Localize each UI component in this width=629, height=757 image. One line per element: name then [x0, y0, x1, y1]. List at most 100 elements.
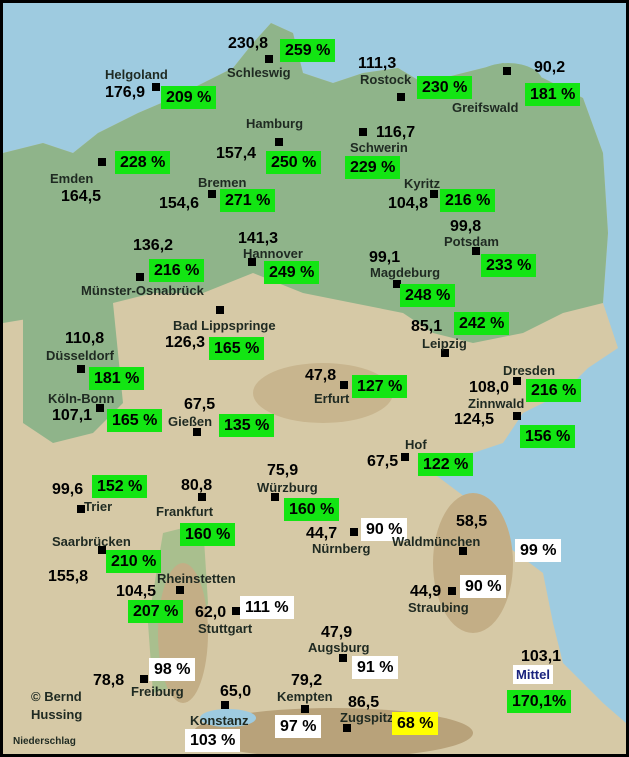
- station-name: Emden: [50, 171, 94, 186]
- station-percent: 152 %: [92, 475, 148, 498]
- station-percent: 135 %: [219, 414, 275, 437]
- station-percent: 250 %: [266, 151, 322, 174]
- station-marker: [448, 587, 456, 595]
- station-percent: 229 %: [345, 156, 401, 179]
- station-percent: 216 %: [526, 379, 582, 402]
- station-marker: [221, 701, 229, 709]
- station-value: 104,8: [388, 195, 429, 212]
- mean-percent: 170,1%: [507, 690, 572, 713]
- station-percent: 156 %: [520, 425, 576, 448]
- station-percent: 271 %: [220, 189, 276, 212]
- station-percent: 207 %: [128, 600, 184, 623]
- station-value: 157,4: [216, 145, 257, 162]
- station-percent: 209 %: [161, 86, 217, 109]
- station-value: 110,8: [65, 330, 105, 347]
- station-name: Greifswald: [452, 100, 519, 115]
- station-value: 176,9: [105, 84, 146, 101]
- station-value: 67,5: [367, 453, 399, 470]
- station-marker: [472, 247, 480, 255]
- station-value: 104,5: [116, 583, 157, 600]
- station-value: 47,8: [305, 367, 337, 384]
- station-marker: [513, 412, 521, 420]
- station-value: 65,0: [220, 683, 252, 700]
- station-marker: [271, 493, 279, 501]
- station-marker: [198, 493, 206, 501]
- station-percent: 181 %: [89, 367, 145, 390]
- station-name: Bad Lippspringe: [173, 318, 276, 333]
- station-marker: [339, 654, 347, 662]
- station-marker: [140, 675, 148, 683]
- station-value: 124,5: [454, 411, 495, 428]
- station-name: Potsdam: [444, 234, 499, 249]
- station-marker: [96, 404, 104, 412]
- station-value: 44,9: [410, 583, 442, 600]
- station-value: 99,6: [52, 481, 84, 498]
- station-marker: [503, 67, 511, 75]
- station-name: Helgoland: [105, 67, 168, 82]
- station-marker: [77, 505, 85, 513]
- station-percent: 248 %: [400, 284, 456, 307]
- station-percent: 233 %: [481, 254, 537, 277]
- station-name: Waldmünchen: [392, 534, 481, 549]
- map-caption: Niederschlag: [13, 736, 76, 747]
- station-name: Münster-Osnabrück: [81, 283, 204, 298]
- station-value: 85,1: [411, 318, 443, 335]
- station-percent: 90 %: [361, 518, 408, 541]
- station-marker: [301, 705, 309, 713]
- station-percent: 228 %: [115, 151, 171, 174]
- mean-value: 103,1: [521, 648, 562, 665]
- station-marker: [275, 138, 283, 146]
- station-value: 154,6: [159, 195, 200, 212]
- station-value: 75,9: [267, 462, 299, 479]
- station-percent: 259 %: [280, 39, 336, 62]
- station-name: Straubing: [408, 600, 469, 615]
- station-percent: 99 %: [515, 539, 562, 562]
- station-value: 47,9: [321, 624, 353, 641]
- station-name: Saarbrücken: [52, 534, 131, 549]
- station-marker: [98, 158, 106, 166]
- station-value: 155,8: [48, 568, 89, 585]
- station-name: Hamburg: [246, 116, 304, 131]
- station-value: 44,7: [306, 525, 338, 542]
- station-name: Kempten: [277, 689, 333, 704]
- station-percent: 242 %: [454, 312, 510, 335]
- precipitation-map: 230,8 Schleswig 259 % Helgoland 176,9 20…: [3, 3, 626, 754]
- station-percent: 111 %: [240, 596, 294, 619]
- station-marker: [459, 547, 467, 555]
- station-name: Köln-Bonn: [48, 391, 115, 406]
- station-name: Würzburg: [257, 480, 318, 495]
- station-name: Gießen: [168, 414, 213, 429]
- station-name: Freiburg: [131, 684, 184, 699]
- station-marker: [98, 546, 106, 554]
- station-name: Trier: [84, 499, 113, 514]
- station-name: Bremen: [198, 175, 247, 190]
- mean-label: Mittel: [513, 665, 553, 684]
- station-marker: [513, 377, 521, 385]
- station-percent: 216 %: [440, 189, 496, 212]
- station-percent: 122 %: [418, 453, 474, 476]
- station-marker: [350, 528, 358, 536]
- station-percent: 230 %: [417, 76, 473, 99]
- station-percent: 249 %: [264, 261, 320, 284]
- station-value: 230,8: [228, 35, 269, 52]
- station-name: Magdeburg: [370, 265, 441, 280]
- station-percent: 98 %: [149, 658, 196, 681]
- station-name: Zinnwald: [468, 396, 525, 411]
- station-percent: 165 %: [209, 337, 265, 360]
- station-value: 86,5: [348, 694, 380, 711]
- station-marker: [441, 349, 449, 357]
- station-value: 58,5: [456, 513, 488, 530]
- station-name: Hannover: [243, 246, 303, 261]
- station-name: Augsburg: [308, 640, 370, 655]
- station-name: Schleswig: [227, 65, 291, 80]
- station-marker: [430, 190, 438, 198]
- station-percent: 97 %: [275, 715, 322, 738]
- station-value: 80,8: [181, 477, 213, 494]
- station-marker: [397, 93, 405, 101]
- credit-text: © Bernd Hussing: [31, 689, 83, 722]
- station-marker: [232, 607, 240, 615]
- station-percent: 181 %: [525, 83, 581, 106]
- station-percent: 68 %: [392, 712, 439, 735]
- station-value: 164,5: [61, 188, 102, 205]
- station-value: 62,0: [195, 604, 227, 621]
